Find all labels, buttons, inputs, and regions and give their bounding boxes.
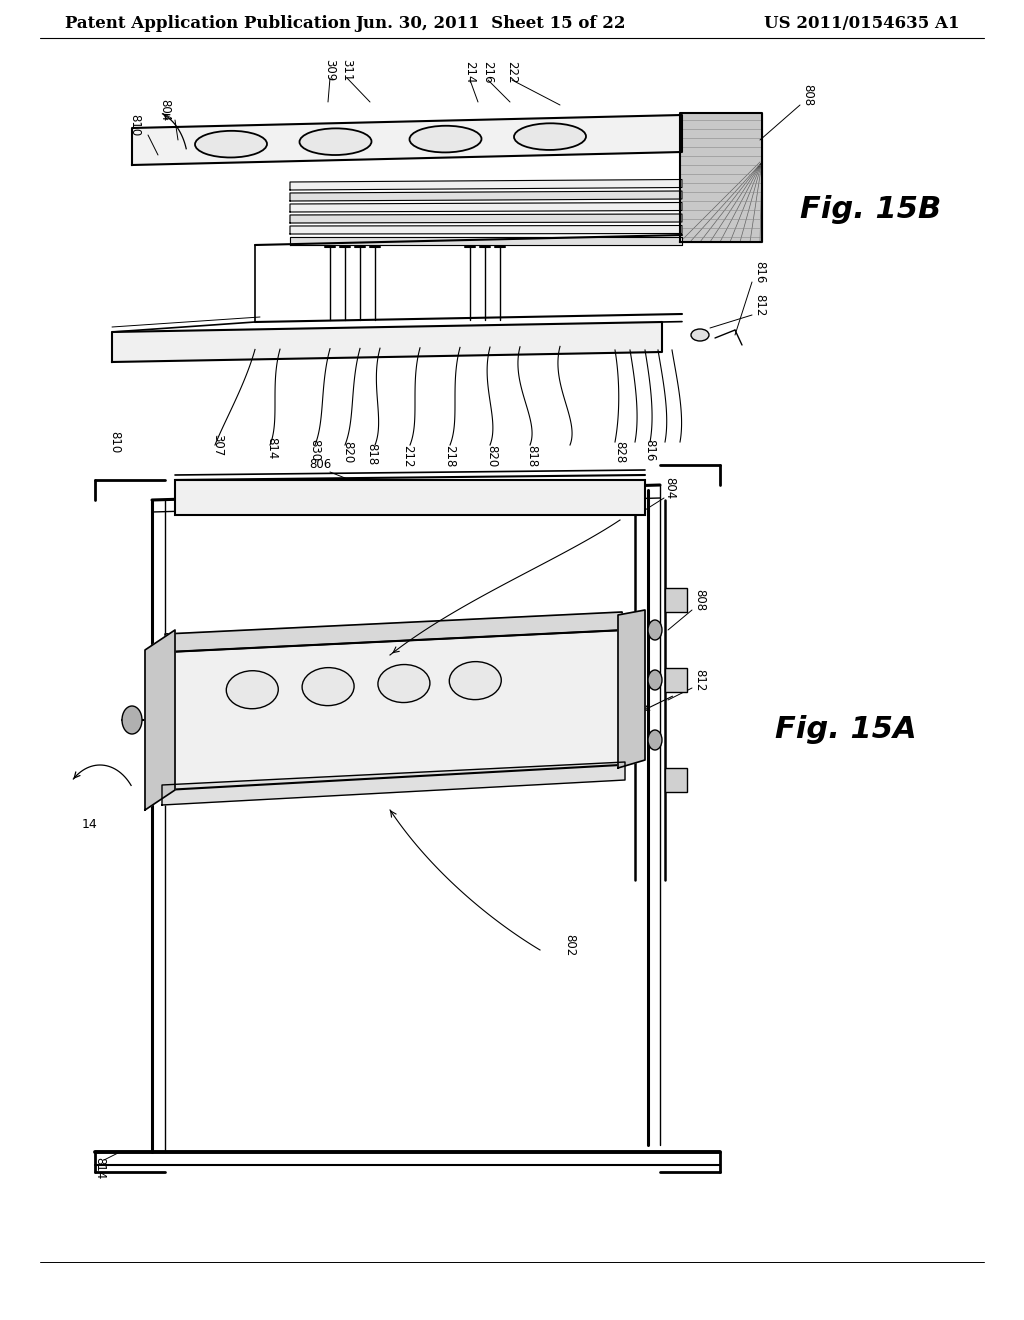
Text: 810: 810 [109, 430, 122, 453]
Ellipse shape [302, 668, 354, 706]
Text: US 2011/0154635 A1: US 2011/0154635 A1 [765, 16, 961, 33]
Polygon shape [290, 202, 682, 213]
Text: Fig. 15A: Fig. 15A [775, 715, 916, 744]
Polygon shape [165, 630, 625, 789]
Polygon shape [162, 762, 625, 805]
Ellipse shape [299, 128, 372, 154]
Text: 218: 218 [443, 445, 457, 467]
Text: 818: 818 [525, 445, 539, 467]
Ellipse shape [226, 671, 279, 709]
Polygon shape [290, 214, 682, 223]
Text: 222: 222 [506, 61, 518, 83]
Polygon shape [290, 238, 682, 246]
Text: 808: 808 [802, 84, 814, 106]
Text: 818: 818 [366, 444, 379, 465]
Polygon shape [132, 115, 682, 165]
Text: 307: 307 [212, 434, 224, 457]
Text: 806: 806 [309, 458, 331, 471]
Ellipse shape [648, 671, 662, 690]
Polygon shape [165, 612, 625, 652]
Text: 814: 814 [93, 1156, 106, 1179]
Text: 212: 212 [401, 445, 415, 467]
Text: Jun. 30, 2011  Sheet 15 of 22: Jun. 30, 2011 Sheet 15 of 22 [354, 16, 626, 33]
Text: 820: 820 [485, 445, 499, 467]
Text: 808: 808 [693, 589, 707, 611]
Text: 214: 214 [464, 61, 476, 83]
Bar [665, 668, 687, 692]
Polygon shape [145, 630, 175, 810]
Bar [175, 480, 645, 515]
Polygon shape [290, 226, 682, 234]
Text: 804: 804 [159, 99, 171, 121]
Bar [665, 768, 687, 792]
Ellipse shape [410, 125, 481, 152]
Polygon shape [680, 114, 762, 242]
Text: Patent Application Publication: Patent Application Publication [65, 16, 351, 33]
Text: 810: 810 [128, 114, 141, 136]
Text: 311: 311 [341, 59, 353, 82]
Text: 828: 828 [613, 441, 627, 463]
Ellipse shape [195, 131, 267, 157]
Text: 816: 816 [643, 438, 656, 461]
Text: 816: 816 [754, 261, 767, 284]
Bar [665, 587, 687, 612]
Ellipse shape [648, 620, 662, 640]
Ellipse shape [378, 664, 430, 702]
Polygon shape [290, 191, 682, 201]
Text: 216: 216 [481, 61, 495, 83]
Text: 804: 804 [664, 477, 677, 499]
Polygon shape [618, 610, 645, 768]
Ellipse shape [691, 329, 709, 341]
Polygon shape [290, 180, 682, 190]
Text: 14: 14 [82, 818, 98, 832]
Polygon shape [112, 322, 662, 362]
Text: 830: 830 [308, 440, 322, 461]
Text: 814: 814 [265, 437, 279, 459]
Text: 812: 812 [693, 669, 707, 692]
Text: Fig. 15B: Fig. 15B [800, 195, 941, 224]
Ellipse shape [514, 123, 586, 150]
Text: 802: 802 [563, 933, 577, 956]
Ellipse shape [122, 706, 142, 734]
Ellipse shape [648, 730, 662, 750]
Text: 309: 309 [324, 59, 337, 81]
Ellipse shape [450, 661, 502, 700]
Text: 820: 820 [341, 441, 354, 463]
Text: 812: 812 [754, 294, 767, 317]
